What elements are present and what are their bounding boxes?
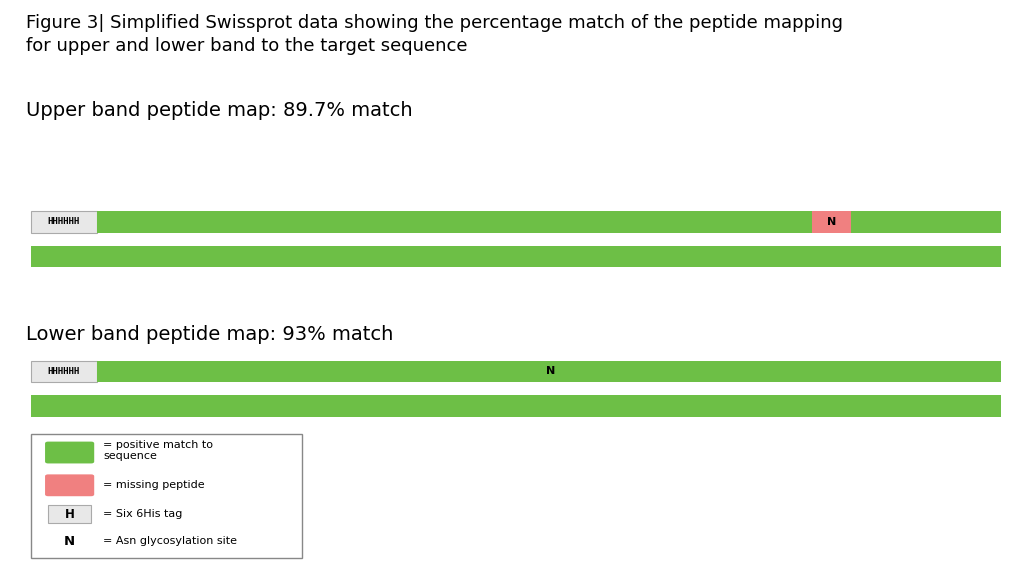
Bar — [31, 361, 97, 382]
Bar — [48, 505, 91, 523]
Text: H: H — [65, 508, 75, 520]
Text: HHHHHH: HHHHHH — [48, 217, 80, 227]
Bar — [31, 246, 1001, 267]
Bar — [31, 395, 1001, 417]
Bar — [851, 211, 1001, 233]
Bar — [812, 211, 851, 233]
Text: N: N — [65, 535, 75, 547]
FancyBboxPatch shape — [45, 474, 94, 496]
Text: = Six 6His tag: = Six 6His tag — [103, 509, 183, 519]
Text: for upper and lower band to the target sequence: for upper and lower band to the target s… — [26, 37, 467, 55]
Bar — [97, 211, 812, 233]
Text: = missing peptide: = missing peptide — [103, 480, 205, 490]
Text: = Asn glycosylation site: = Asn glycosylation site — [103, 536, 238, 546]
Text: N: N — [546, 366, 556, 377]
FancyBboxPatch shape — [45, 442, 94, 463]
Bar — [97, 361, 1001, 382]
Bar — [31, 434, 302, 558]
Text: = positive match to
sequence: = positive match to sequence — [103, 440, 213, 462]
Bar — [31, 211, 97, 233]
Text: Lower band peptide map: 93% match: Lower band peptide map: 93% match — [26, 325, 393, 344]
Text: Upper band peptide map: 89.7% match: Upper band peptide map: 89.7% match — [26, 101, 413, 120]
Text: Figure 3| Simplified Swissprot data showing the percentage match of the peptide : Figure 3| Simplified Swissprot data show… — [26, 14, 843, 32]
Text: HHHHHH: HHHHHH — [48, 367, 80, 376]
Text: N: N — [826, 217, 837, 227]
